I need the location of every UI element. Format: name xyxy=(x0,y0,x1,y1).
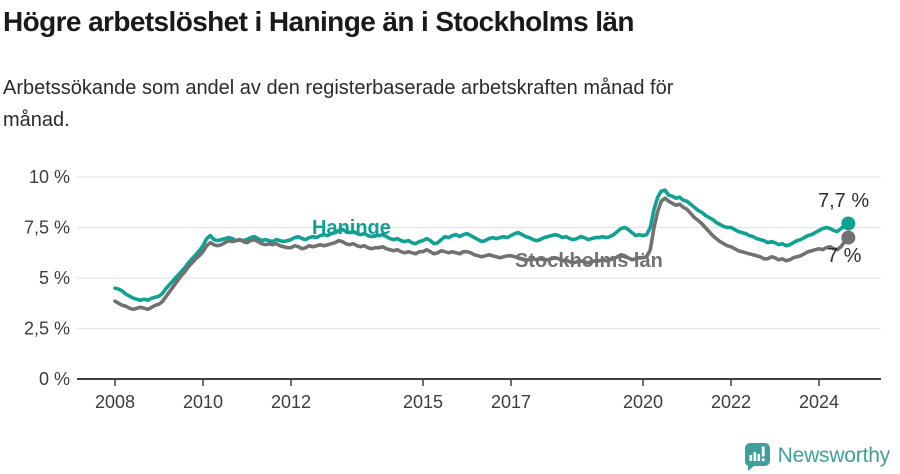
exclamation-stem xyxy=(761,446,765,457)
series-end-dot-0 xyxy=(841,216,856,231)
x-tick-label: 2010 xyxy=(183,392,223,412)
chart-subtitle: Arbetssökande som andel av den registerb… xyxy=(3,72,673,136)
x-tick-label: 2024 xyxy=(799,392,839,412)
bar-2 xyxy=(753,452,756,461)
end-value-label-haninge: 7,7 % xyxy=(818,190,869,212)
series-line-0 xyxy=(113,188,851,303)
series-line-1 xyxy=(113,196,851,312)
x-tick-label: 2015 xyxy=(403,392,443,412)
x-tick-label: 2012 xyxy=(271,392,311,412)
x-tick-label: 2022 xyxy=(711,392,751,412)
subtitle-line-1: Arbetssökande som andel av den registerb… xyxy=(3,77,674,99)
newsworthy-branding: Newsworthy xyxy=(743,441,890,471)
series-label-haninge: Haninge xyxy=(312,217,391,239)
chart-grid-and-axes: 0 % 2,5 % 5 % 7,5 % 10 % 2008 2010 2012 2015 2017… xyxy=(24,167,881,412)
brand-name: Newsworthy xyxy=(777,444,891,467)
series-label-stockholms-lan: Stockholms län xyxy=(515,250,663,272)
y-tick-label: 2,5 % xyxy=(24,319,70,339)
newsworthy-logo-icon xyxy=(744,443,770,471)
subtitle-line-2: månad. xyxy=(3,109,70,131)
y-tick-label: 10 % xyxy=(29,167,70,187)
y-tick-label: 7,5 % xyxy=(24,218,70,238)
bar-3 xyxy=(757,454,760,461)
chart-series xyxy=(113,188,856,312)
x-tick-label: 2020 xyxy=(623,392,663,412)
end-value-label-stockholms-lan: 7 % xyxy=(827,245,862,267)
y-tick-label: 0 % xyxy=(39,369,70,389)
series-end-dot-1 xyxy=(841,230,856,245)
x-tick-label: 2017 xyxy=(491,392,531,412)
x-tick-label: 2008 xyxy=(95,392,135,412)
bar-1 xyxy=(749,455,752,461)
exclamation-dot xyxy=(761,458,765,462)
y-tick-label: 5 % xyxy=(39,268,70,288)
page-title: Högre arbetslöshet i Haninge än i Stockh… xyxy=(3,6,635,37)
